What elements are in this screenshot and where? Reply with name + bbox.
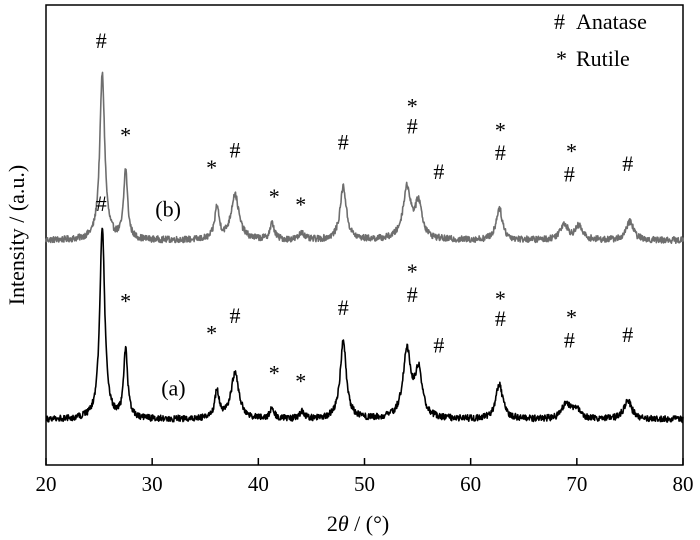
anatase-marker: # xyxy=(96,191,107,216)
rutile-marker: * xyxy=(495,117,506,142)
anatase-marker: # xyxy=(495,140,506,165)
anatase-marker: # xyxy=(495,306,506,331)
rutile-marker: * xyxy=(566,305,577,330)
anatase-marker: # xyxy=(622,322,633,347)
anatase-marker: # xyxy=(564,327,575,352)
legend-rutile-symbol: * xyxy=(556,46,567,71)
x-tick-label: 70 xyxy=(566,472,587,496)
anatase-marker: # xyxy=(622,151,633,176)
x-tick-label: 60 xyxy=(460,472,481,496)
rutile-marker: * xyxy=(120,123,131,148)
x-tick-label: 50 xyxy=(354,472,375,496)
rutile-marker: * xyxy=(206,155,217,180)
y-axis-title: Intensity / (a.u.) xyxy=(4,165,29,306)
rutile-marker: * xyxy=(495,286,506,311)
series-line-a xyxy=(45,227,684,424)
anatase-marker: # xyxy=(338,129,349,154)
anatase-marker: # xyxy=(229,303,240,328)
x-axis-title-suffix: / (°) xyxy=(349,511,390,536)
rutile-marker: * xyxy=(120,289,131,314)
series-line-b xyxy=(45,71,684,245)
curve-label: (b) xyxy=(155,196,181,221)
x-tick-label: 20 xyxy=(36,472,57,496)
anatase-marker: # xyxy=(407,113,418,138)
rutile-marker: * xyxy=(407,259,418,284)
rutile-marker: * xyxy=(295,369,306,394)
anatase-marker: # xyxy=(96,28,107,53)
x-axis-title-symbol: θ xyxy=(338,511,349,536)
x-axis-title: 2θ / (°) xyxy=(327,511,389,536)
series-layer xyxy=(45,71,684,424)
x-tick-label: 80 xyxy=(673,472,694,496)
x-tick-label: 40 xyxy=(248,472,269,496)
rutile-marker: * xyxy=(269,361,280,386)
rutile-marker: * xyxy=(407,93,418,118)
curve-label: (a) xyxy=(161,375,185,400)
anatase-marker: # xyxy=(564,161,575,186)
legend: # Anatase * Rutile xyxy=(554,9,647,71)
rutile-marker: * xyxy=(566,139,577,164)
x-tick-label: 30 xyxy=(142,472,163,496)
anatase-marker: # xyxy=(433,159,444,184)
anatase-marker: # xyxy=(433,333,444,358)
rutile-marker: * xyxy=(269,184,280,209)
legend-anatase-label: Anatase xyxy=(576,9,647,34)
x-axis-title-prefix: 2 xyxy=(327,511,338,536)
legend-rutile-label: Rutile xyxy=(576,46,630,71)
x-axis: 20 30 40 50 60 70 80 xyxy=(36,458,694,496)
anatase-marker: # xyxy=(229,137,240,162)
annotation-layer: #**#* *#*##*# *# ##**#* *#*##*# *# #(b)(a) xyxy=(96,28,634,401)
anatase-marker: # xyxy=(338,295,349,320)
anatase-marker: # xyxy=(407,282,418,307)
legend-anatase-symbol: # xyxy=(554,9,565,34)
rutile-marker: * xyxy=(295,192,306,217)
rutile-marker: * xyxy=(206,321,217,346)
